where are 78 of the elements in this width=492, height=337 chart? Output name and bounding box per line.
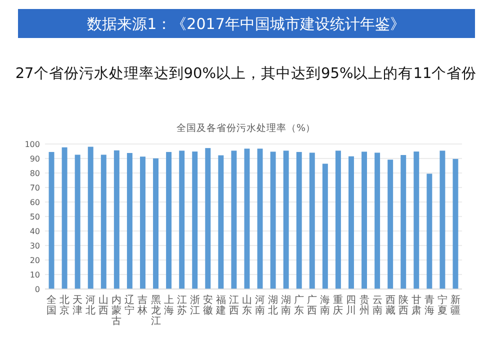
bar <box>179 150 185 289</box>
x-tick-label: 甘肃 <box>411 294 422 316</box>
bar <box>100 154 106 289</box>
y-tick-label: 80 <box>30 169 40 178</box>
x-tick-label: 山西 <box>98 294 109 316</box>
bar <box>48 152 54 289</box>
x-tick-label: 北京 <box>60 294 70 316</box>
bar <box>153 158 158 289</box>
y-tick-label: 0 <box>34 285 40 294</box>
y-tick-label: 70 <box>30 184 40 192</box>
bar <box>335 150 341 289</box>
x-tick-label: 江苏 <box>176 294 187 316</box>
bar <box>88 146 94 289</box>
bar <box>348 156 354 289</box>
x-tick-label: 湖北 <box>268 294 278 316</box>
x-tick-label: 山东 <box>242 294 252 316</box>
bar <box>426 174 432 289</box>
text: 27个省份污水处理率达到90%以上，其中达到95%以上的有11个省份 <box>15 65 477 82</box>
y-tick-label: 100 <box>24 140 40 149</box>
x-tick-label: 全国 <box>46 294 57 316</box>
x-tick-label: 河北 <box>86 294 96 316</box>
y-tick-label: 10 <box>30 270 40 280</box>
bar <box>400 155 406 289</box>
y-tick-label: 40 <box>30 227 40 236</box>
bar <box>388 160 394 289</box>
bar <box>296 152 302 289</box>
bar <box>440 150 446 289</box>
x-tick-label: 吉林 <box>136 294 148 316</box>
bar <box>126 152 132 289</box>
bar <box>231 150 237 289</box>
bar <box>140 156 146 289</box>
bar <box>322 164 328 289</box>
x-tick-label: 江西 <box>228 294 239 316</box>
y-tick-label: 60 <box>30 198 40 207</box>
x-tick-label: 湖南 <box>281 294 292 316</box>
x-tick-label: 西藏 <box>385 295 396 316</box>
bar <box>244 148 250 289</box>
x-tick-label: 天津 <box>72 295 83 316</box>
bar <box>270 152 276 289</box>
x-tick-label: 云南 <box>372 295 382 316</box>
x-tick-label: 海南 <box>320 294 330 316</box>
x-tick-label: 河南 <box>255 294 266 316</box>
text: 数据来源1：《2017年中国城市建设统计年鉴》 <box>87 15 405 33</box>
y-tick-label: 30 <box>30 242 40 250</box>
x-tick-label: 辽宁 <box>124 294 135 316</box>
x-tick-label: 广东 <box>294 294 304 316</box>
bar <box>218 155 224 289</box>
y-tick-label: 90 <box>30 154 40 164</box>
x-tick-label: 宁夏 <box>437 294 448 316</box>
x-tick-label: 黑龙江 <box>150 295 161 327</box>
bar <box>166 152 172 289</box>
bar <box>362 152 367 289</box>
x-tick-label: 新疆 <box>450 294 460 316</box>
x-tick-label: 重庆 <box>333 294 344 316</box>
chart-title: 全国及各省份污水处理率（%） <box>176 122 316 134</box>
x-tick-label: 四川 <box>346 295 356 316</box>
x-tick-label: 青海 <box>424 294 434 316</box>
bar <box>452 158 458 289</box>
bar <box>62 147 68 289</box>
bar <box>114 150 120 289</box>
bar <box>414 152 420 289</box>
bar <box>374 152 380 289</box>
x-tick-label: 内蒙古 <box>112 294 122 327</box>
bar <box>283 150 289 289</box>
bar <box>205 148 211 289</box>
bar <box>309 152 315 289</box>
x-tick-label: 安徽 <box>202 294 213 316</box>
x-tick-label: 福建 <box>214 294 226 316</box>
bar <box>257 148 263 289</box>
x-tick-label: 上海 <box>164 294 174 316</box>
y-tick-label: 50 <box>30 212 40 222</box>
x-tick-label: 浙江 <box>190 294 200 316</box>
y-tick-label: 20 <box>30 256 40 265</box>
x-tick-label: 陕西 <box>398 294 408 316</box>
bar <box>192 152 198 289</box>
x-tick-label: 贵州 <box>359 294 370 316</box>
bar <box>74 154 80 289</box>
x-tick-label: 广西 <box>307 294 318 316</box>
